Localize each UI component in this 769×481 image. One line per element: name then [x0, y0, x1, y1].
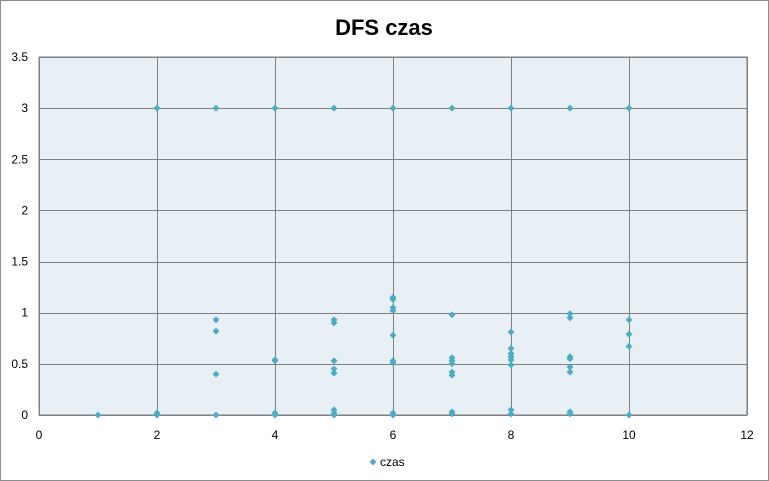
- data-point: [448, 311, 456, 319]
- data-point: [448, 104, 456, 112]
- x-tick-label: 12: [740, 428, 754, 442]
- data-point: [330, 357, 338, 365]
- data-point: [448, 410, 456, 418]
- data-point: [330, 369, 338, 377]
- data-point: [330, 319, 338, 327]
- x-tick-label: 0: [36, 428, 43, 442]
- data-point: [389, 359, 397, 367]
- data-point: [448, 371, 456, 379]
- y-tick-label: 1: [21, 306, 28, 320]
- x-tick-label: 8: [508, 428, 515, 442]
- y-tick-label: 0.5: [11, 357, 28, 371]
- data-point: [212, 411, 220, 419]
- y-tick-label: 3: [21, 101, 28, 115]
- data-point: [271, 411, 279, 419]
- data-point: [212, 327, 220, 335]
- data-point: [94, 411, 102, 419]
- data-point: [448, 360, 456, 368]
- y-tick-label: 0: [21, 408, 28, 422]
- legend-marker-czas: [369, 458, 377, 466]
- data-point: [566, 368, 574, 376]
- x-tick-label: 2: [154, 428, 161, 442]
- data-point: [271, 104, 279, 112]
- data-point: [507, 104, 515, 112]
- data-point: [389, 411, 397, 419]
- data-point: [389, 295, 397, 303]
- data-point: [507, 410, 515, 418]
- data-point: [625, 104, 633, 112]
- legend: czas: [369, 455, 405, 469]
- data-point: [625, 316, 633, 324]
- data-points: [94, 104, 633, 419]
- data-point: [271, 357, 279, 365]
- data-point: [566, 410, 574, 418]
- data-point: [625, 330, 633, 338]
- x-tick-label: 10: [622, 428, 636, 442]
- data-point: [153, 104, 161, 112]
- data-point: [625, 342, 633, 351]
- data-point: [153, 411, 161, 419]
- data-point: [566, 314, 574, 322]
- data-point: [212, 316, 220, 324]
- data-point: [625, 411, 633, 419]
- chart-title: DFS czas: [335, 15, 433, 40]
- y-tick-label: 2.5: [11, 152, 28, 166]
- data-point: [507, 361, 515, 369]
- x-tick-label: 4: [272, 428, 279, 442]
- legend-label-czas: czas: [380, 455, 405, 469]
- x-tick-label: 6: [390, 428, 397, 442]
- y-tick-label: 2: [21, 203, 28, 217]
- data-point: [330, 411, 338, 419]
- data-point: [212, 370, 220, 378]
- data-point: [389, 307, 397, 315]
- data-point: [566, 355, 574, 363]
- y-tick-label: 1.5: [11, 255, 28, 269]
- data-point: [212, 104, 220, 112]
- data-point: [507, 328, 515, 336]
- y-tick-label: 3.5: [11, 50, 28, 64]
- y-axis-ticks: 0 0.5 1 1.5 2 2.5 3 3.5: [11, 50, 28, 422]
- x-axis-ticks: 0 2 4 6 8 10 12: [36, 428, 754, 442]
- data-point: [389, 104, 397, 112]
- data-point: [389, 331, 397, 339]
- data-point: [566, 104, 574, 112]
- data-point: [330, 104, 338, 112]
